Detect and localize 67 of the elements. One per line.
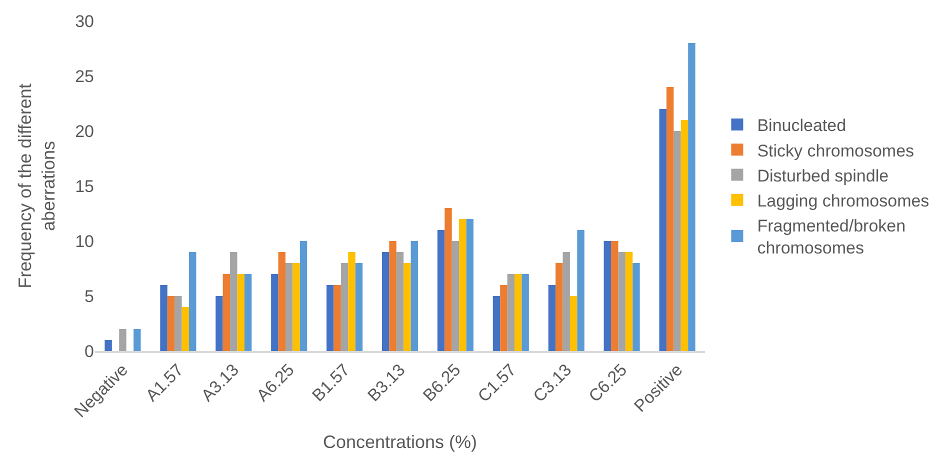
bar <box>396 252 404 351</box>
bar <box>182 307 189 351</box>
legend-label: Sticky chromosomes <box>757 141 914 160</box>
bar <box>382 252 390 351</box>
bar <box>492 296 500 351</box>
bar <box>134 329 141 351</box>
bar <box>326 285 334 351</box>
bar <box>611 241 618 351</box>
y-tick-label: 5 <box>84 286 94 306</box>
bar <box>389 241 396 351</box>
y-tick-label: 25 <box>75 66 94 86</box>
bar <box>292 263 300 351</box>
legend-label: Lagging chromosomes <box>757 191 930 210</box>
y-tick-label: 20 <box>75 122 94 141</box>
bar <box>244 274 252 351</box>
bar <box>522 274 529 351</box>
bar <box>271 274 278 351</box>
bar <box>604 241 611 351</box>
bar <box>340 263 348 351</box>
bar <box>562 252 570 351</box>
bar <box>618 252 626 351</box>
bar <box>452 241 460 351</box>
bar <box>459 219 466 351</box>
bar <box>404 263 411 351</box>
bar <box>300 241 308 351</box>
bar <box>216 296 223 351</box>
bar <box>160 285 168 351</box>
bar <box>514 274 522 351</box>
bar <box>466 219 474 351</box>
bar <box>680 120 688 351</box>
bar <box>174 296 182 351</box>
bar <box>666 87 674 351</box>
bar <box>278 252 286 351</box>
y-tick-label: 30 <box>75 12 94 31</box>
bar <box>548 285 556 351</box>
y-tick-label: 0 <box>84 342 94 361</box>
bar <box>189 252 196 351</box>
bar <box>285 263 293 351</box>
bar <box>230 252 238 351</box>
bar <box>674 131 681 351</box>
bar <box>688 43 696 351</box>
bar <box>507 274 515 351</box>
legend-label: Binucleated <box>757 116 846 136</box>
bar <box>556 263 563 351</box>
y-tick-label: 10 <box>75 232 94 251</box>
bar <box>334 285 341 351</box>
bar <box>625 252 633 351</box>
bar <box>570 296 578 351</box>
bar <box>222 274 230 351</box>
y-tick-label: 15 <box>75 176 94 196</box>
legend-label: Disturbed spindle <box>757 166 889 186</box>
y-axis-title: Frequency of the different aberrations <box>14 84 58 288</box>
bar <box>237 274 244 351</box>
bar <box>104 340 112 351</box>
x-axis-title: Concentrations (%) <box>322 432 478 452</box>
bar <box>119 329 126 351</box>
bar <box>410 241 418 351</box>
bar <box>444 208 452 351</box>
bar <box>632 263 640 351</box>
bar <box>355 263 363 351</box>
bar <box>500 285 508 351</box>
bar <box>577 230 584 351</box>
legend-label: Fragmented/broken chromosomes <box>757 216 906 258</box>
bar <box>167 296 175 351</box>
bar <box>659 109 666 351</box>
bar <box>348 252 356 351</box>
bar <box>437 230 445 351</box>
